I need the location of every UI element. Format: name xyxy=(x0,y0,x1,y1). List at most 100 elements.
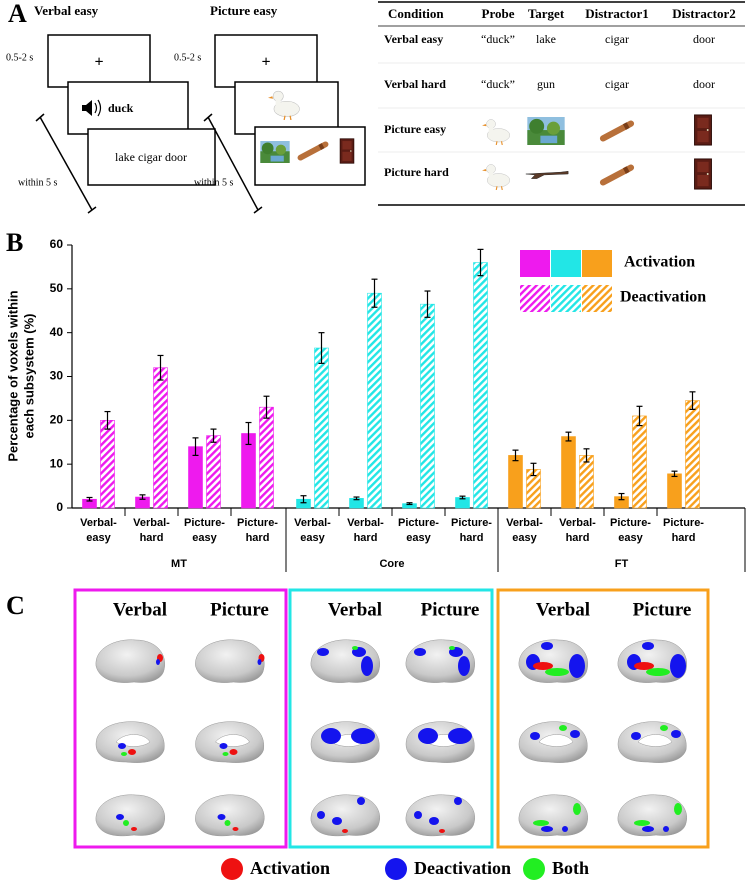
panel-label: B xyxy=(6,228,23,257)
brain-blob xyxy=(562,826,568,832)
bar xyxy=(561,436,576,509)
brain-blob xyxy=(569,654,585,678)
fixation: + xyxy=(261,54,270,71)
brain-blob xyxy=(229,749,238,755)
legend-label: Deactivation xyxy=(414,858,511,878)
brain-surface xyxy=(95,639,166,683)
column-label: Picture xyxy=(421,599,480,620)
brain-blob xyxy=(663,826,669,832)
y-tick-label: 0 xyxy=(56,500,63,514)
speaker-waves xyxy=(94,99,102,117)
brain-blob xyxy=(458,656,470,676)
error-bar xyxy=(318,332,325,364)
error-bar xyxy=(583,448,590,463)
y-tick-label: 10 xyxy=(50,456,64,470)
brain-surface xyxy=(195,639,265,683)
bar xyxy=(153,367,168,509)
brain-blob xyxy=(631,732,641,740)
brain-blob xyxy=(541,826,553,832)
brain-blob xyxy=(671,730,681,738)
table-header: Distractor2 xyxy=(672,6,736,21)
error-bar xyxy=(477,248,484,277)
brain-blob xyxy=(418,728,438,744)
bar xyxy=(579,455,594,509)
brain-blob xyxy=(454,797,462,805)
x-tick-label: hard xyxy=(140,532,164,544)
error-bar xyxy=(210,428,217,443)
brain-surface xyxy=(617,721,687,763)
timeline-tick xyxy=(203,113,213,122)
table-cell: cigar xyxy=(605,32,629,46)
brain-blob xyxy=(670,654,686,678)
brain xyxy=(617,639,688,683)
y-tick-label: 40 xyxy=(50,325,64,339)
group-label: Core xyxy=(379,558,404,570)
error-bar xyxy=(512,449,519,462)
choices: lake cigar door xyxy=(115,150,187,164)
brain xyxy=(95,639,166,683)
trial-title: Picture easy xyxy=(210,3,278,18)
duck-image xyxy=(482,163,511,190)
bar xyxy=(473,262,488,509)
brain-blob xyxy=(361,656,373,676)
brain-blob xyxy=(257,659,262,665)
time-label: 0.5-2 s xyxy=(174,52,201,63)
table-header: Condition xyxy=(388,6,444,21)
x-tick-label: hard xyxy=(246,532,270,544)
timeline-tick xyxy=(253,206,263,214)
brain-blob xyxy=(533,820,549,826)
error-bar xyxy=(192,437,199,456)
x-tick-label: Verbal- xyxy=(133,517,170,529)
x-tick-label: hard xyxy=(460,532,484,544)
legend-marker xyxy=(523,858,545,880)
brain-blob xyxy=(342,829,348,833)
error-bar xyxy=(139,494,146,500)
brain-blob xyxy=(559,725,567,731)
brain xyxy=(95,721,165,763)
duck-image xyxy=(482,118,511,145)
brain-blob xyxy=(217,814,226,820)
legend-swatch xyxy=(582,285,612,312)
brain-surface xyxy=(617,794,688,837)
brain-blob xyxy=(321,728,341,744)
error-bar xyxy=(353,496,360,501)
cigar-image xyxy=(598,120,636,142)
group-label: FT xyxy=(615,558,629,570)
x-tick-label: easy xyxy=(192,532,217,544)
stimuli-table: Condition Probe Target Distractor1 Distr… xyxy=(378,1,745,206)
table-header: Distractor1 xyxy=(585,6,649,21)
brain xyxy=(405,639,476,683)
error-bar xyxy=(245,421,252,446)
table-cell: door xyxy=(693,32,715,46)
x-tick-label: easy xyxy=(406,532,431,544)
brain-blob xyxy=(448,728,472,744)
column-label: Verbal xyxy=(113,599,167,620)
brain-blob xyxy=(570,730,580,738)
brain-blob xyxy=(219,743,228,749)
legend-marker xyxy=(385,858,407,880)
brain-blob xyxy=(646,668,670,676)
brain-blob xyxy=(634,820,650,826)
brain xyxy=(617,794,688,837)
table-cell: door xyxy=(693,77,715,91)
picture-easy-trial: Picture easy 0.5-2 s + within 5 s xyxy=(174,3,366,214)
brain-blob xyxy=(414,648,426,656)
time-label: within 5 s xyxy=(18,177,58,188)
column-label: Verbal xyxy=(536,599,590,620)
table-cell: “duck” xyxy=(481,32,515,46)
column-label: Picture xyxy=(210,599,269,620)
timeline xyxy=(39,116,93,211)
error-bar xyxy=(671,470,678,478)
legend-label: Both xyxy=(552,858,589,878)
legend-swatch xyxy=(551,250,581,277)
door-image xyxy=(339,138,355,164)
x-tick-label: Picture- xyxy=(237,517,278,529)
screen xyxy=(47,34,151,88)
gun-image xyxy=(525,170,569,179)
error-bar xyxy=(104,410,111,430)
brain-blob xyxy=(121,752,127,756)
x-tick-label: easy xyxy=(618,532,643,544)
timeline xyxy=(207,116,259,211)
screen xyxy=(214,34,318,88)
brain xyxy=(310,721,380,763)
